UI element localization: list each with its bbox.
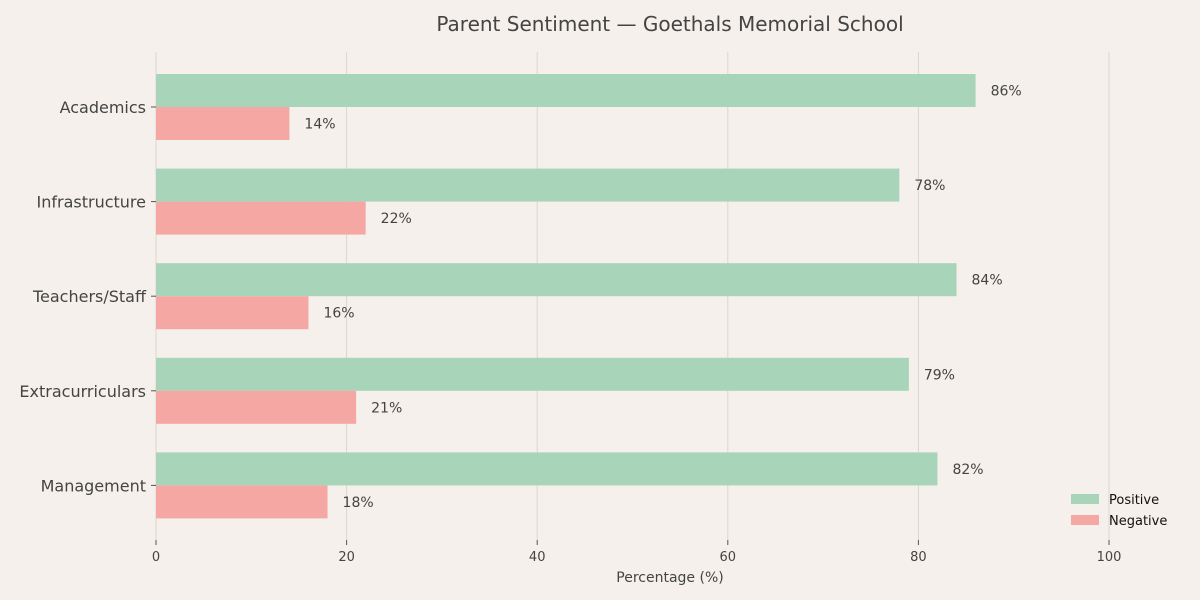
category-label: Teachers/Staff bbox=[32, 287, 147, 306]
data-label: 18% bbox=[343, 495, 374, 511]
bar-positive[interactable] bbox=[156, 74, 976, 107]
x-tick-label: 40 bbox=[529, 550, 546, 565]
bar-positive[interactable] bbox=[156, 263, 957, 297]
category-label: Management bbox=[41, 476, 146, 495]
data-label: 86% bbox=[991, 84, 1022, 100]
legend-swatch bbox=[1071, 515, 1099, 525]
data-label: 14% bbox=[304, 117, 335, 133]
legend-label: Positive bbox=[1109, 493, 1159, 508]
bar-negative[interactable] bbox=[156, 485, 328, 519]
bar-positive[interactable] bbox=[156, 452, 938, 486]
legend[interactable]: Positive Negative bbox=[1071, 493, 1167, 529]
legend-label: Negative bbox=[1109, 514, 1167, 529]
category-label: Infrastructure bbox=[37, 193, 146, 212]
data-label: 79% bbox=[924, 367, 955, 383]
bar-negative[interactable] bbox=[156, 107, 290, 140]
data-label: 22% bbox=[381, 211, 412, 227]
bar-negative[interactable] bbox=[156, 390, 357, 424]
x-axis-label: Percentage (%) bbox=[616, 570, 723, 586]
bar-negative[interactable] bbox=[156, 296, 309, 330]
data-label: 16% bbox=[323, 306, 354, 322]
x-tick-label: 0 bbox=[152, 550, 160, 565]
category-label: Academics bbox=[60, 98, 146, 117]
x-tick-label: 20 bbox=[338, 550, 355, 565]
x-tick-label: 60 bbox=[720, 550, 737, 565]
data-label: 21% bbox=[371, 400, 402, 416]
labels: 0 20 40 60 80 100 Academics 86% 14% Infrastructur… bbox=[19, 84, 1121, 566]
legend-swatch bbox=[1071, 494, 1099, 504]
x-tick-label: 100 bbox=[1097, 550, 1122, 565]
bars bbox=[156, 74, 976, 519]
bar-positive[interactable] bbox=[156, 168, 900, 202]
x-tick-label: 80 bbox=[910, 550, 927, 565]
category-label: Extracurriculars bbox=[19, 382, 146, 401]
bar-negative[interactable] bbox=[156, 201, 366, 235]
bar-positive[interactable] bbox=[156, 357, 909, 391]
data-label: 84% bbox=[972, 273, 1003, 289]
chart-title: Parent Sentiment — Goethals Memorial Sch… bbox=[436, 12, 903, 36]
data-label: 82% bbox=[952, 462, 983, 478]
data-label: 78% bbox=[914, 178, 945, 194]
